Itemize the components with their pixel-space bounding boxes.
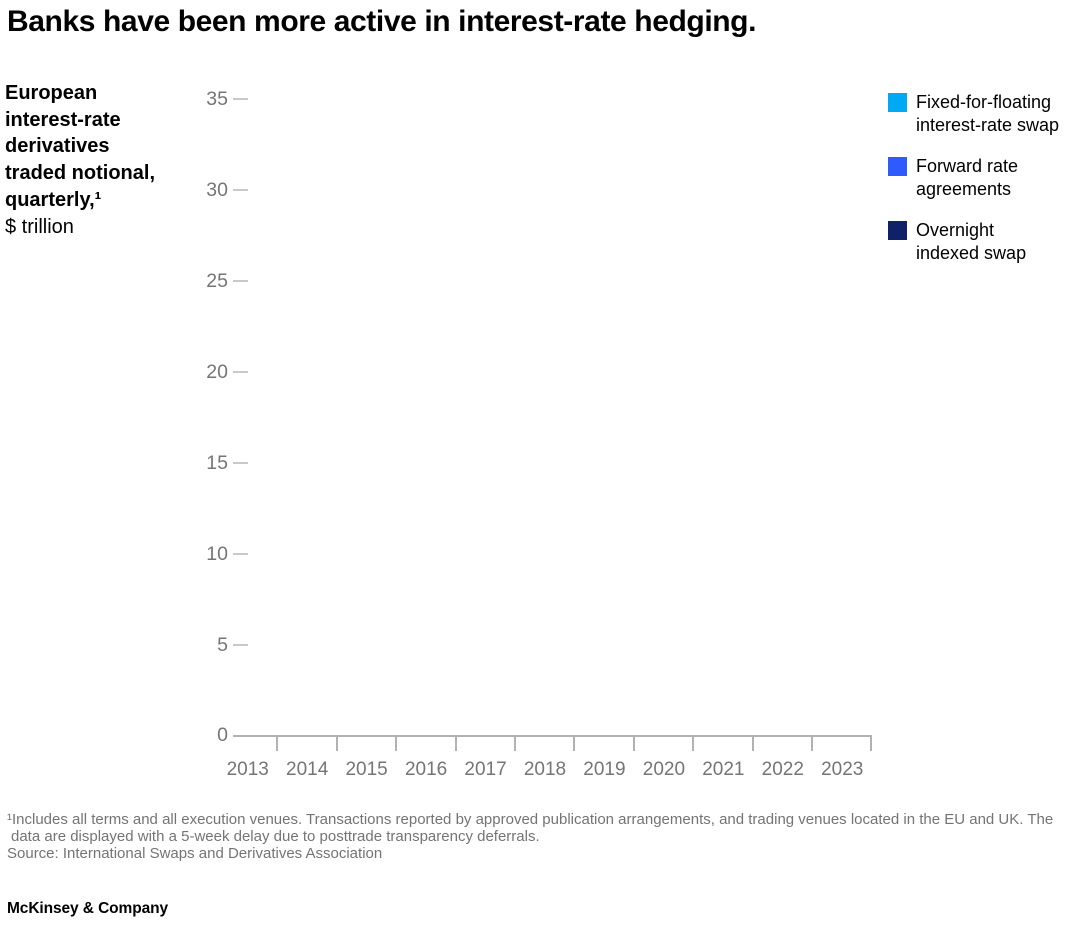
y-tick-mark <box>233 462 248 464</box>
x-axis-tick <box>336 735 338 751</box>
x-axis-tick <box>811 735 813 751</box>
y-tick-mark <box>233 189 248 191</box>
axis-caption-line: quarterly,¹ <box>5 188 102 211</box>
y-tick-label: 5 <box>217 634 228 656</box>
y-tick-label: 20 <box>206 361 228 383</box>
x-axis-tick <box>276 735 278 751</box>
footnote: ¹Includes all terms and all execution ve… <box>7 811 1073 862</box>
plot-area <box>233 99 872 735</box>
x-axis-tick <box>455 735 457 751</box>
x-tick-label: 2020 <box>642 759 686 780</box>
legend-label-line: Overnight <box>916 220 995 240</box>
legend-swatch-blue <box>888 157 907 176</box>
x-tick-label: 2018 <box>523 759 567 780</box>
chart-title: Banks have been more active in interest-… <box>7 5 757 38</box>
legend-item-fixed-for-floating: Fixed-for-floating interest-rate swap <box>888 91 1078 137</box>
source-line: Source: International Swaps and Derivati… <box>7 845 383 862</box>
y-axis-tick: 15 <box>188 452 258 474</box>
footnote-line-1: ¹Includes all terms and all execution ve… <box>7 811 1054 828</box>
y-tick-label: 15 <box>206 452 228 474</box>
y-tick-mark <box>233 644 248 646</box>
x-axis-tick <box>514 735 516 751</box>
mckinsey-wordmark: McKinsey & Company <box>7 900 168 917</box>
x-tick-label: 2017 <box>464 759 507 780</box>
y-axis-tick: 5 <box>188 634 258 656</box>
x-tick-label: 2015 <box>345 759 388 780</box>
legend-item-overnight-indexed-swap: Overnight indexed swap <box>888 219 1078 265</box>
x-tick-label: 2023 <box>821 759 864 780</box>
y-tick-label: 35 <box>206 88 228 110</box>
x-tick-label: 2019 <box>583 759 626 780</box>
x-tick-label: 2022 <box>761 759 804 780</box>
legend-label: Fixed-for-floating interest-rate swap <box>916 91 1059 137</box>
y-tick-mark <box>233 371 248 373</box>
legend-label-line: Forward rate <box>916 156 1019 176</box>
axis-caption-line: interest-rate <box>5 108 121 131</box>
x-axis-tick <box>692 735 694 751</box>
legend-label-line: indexed swap <box>916 243 1027 263</box>
axis-caption-line: traded notional, <box>5 162 155 185</box>
legend-label: Forward rate agreements <box>916 155 1018 201</box>
y-axis-tick: 0 <box>188 724 258 746</box>
x-axis-labels: 2013 2014 2015 2016 2017 2018 2019 2020 … <box>218 759 872 781</box>
y-axis-tick: 20 <box>188 361 258 383</box>
legend-swatch-navy <box>888 221 907 240</box>
y-axis-tick: 30 <box>188 179 258 201</box>
x-tick-label: 2016 <box>404 759 448 780</box>
y-tick-mark <box>233 553 248 555</box>
legend: Fixed-for-floating interest-rate swap Fo… <box>888 91 1078 283</box>
x-axis-tick <box>573 735 575 751</box>
axis-caption-line: European <box>5 82 98 104</box>
y-tick-mark <box>233 280 248 282</box>
y-tick-label: 10 <box>206 543 228 565</box>
legend-label-line: agreements <box>916 179 1012 199</box>
y-axis-tick: 35 <box>188 88 258 110</box>
legend-swatch-cyan <box>888 93 907 112</box>
footnote-line-2: data are displayed with a 5-week delay d… <box>11 828 540 845</box>
legend-label-line: interest-rate swap <box>916 115 1060 135</box>
y-axis-tick: 25 <box>188 270 258 292</box>
x-axis-tick <box>752 735 754 751</box>
x-axis-tick <box>870 735 872 751</box>
x-tick-label: 2021 <box>702 759 745 780</box>
y-tick-label: 0 <box>217 724 228 746</box>
y-tick-mark <box>233 98 248 100</box>
y-tick-label: 30 <box>206 179 228 201</box>
legend-item-forward-rate-agreements: Forward rate agreements <box>888 155 1078 201</box>
axis-caption-line: derivatives <box>5 135 110 158</box>
x-tick-label: 2014 <box>286 759 329 780</box>
y-tick-label: 25 <box>206 270 228 292</box>
x-axis-tick <box>633 735 635 751</box>
axis-caption: European interest-rate derivatives trade… <box>5 80 205 240</box>
legend-label-line: Fixed-for-floating <box>916 92 1052 112</box>
x-axis-tick <box>395 735 397 751</box>
x-tick-label: 2013 <box>226 759 269 780</box>
y-axis-tick: 10 <box>188 543 258 565</box>
axis-caption-unit: $ trillion <box>5 215 74 238</box>
legend-label: Overnight indexed swap <box>916 219 1026 265</box>
x-axis-line <box>233 735 872 737</box>
